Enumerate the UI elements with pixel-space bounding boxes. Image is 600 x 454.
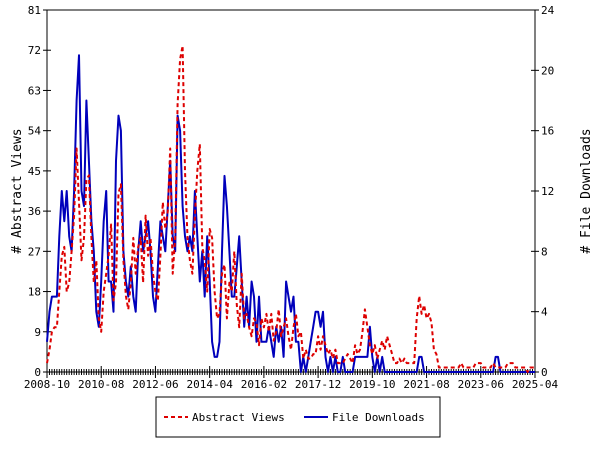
x-tick-label: 2023-06 [458, 378, 504, 391]
legend-label-file-downloads: File Downloads [332, 411, 425, 424]
y-left-tick-label: 27 [28, 245, 41, 258]
y-right-tick-label: 4 [541, 306, 548, 319]
y-right-tick-label: 8 [541, 245, 548, 258]
y-left-tick-label: 36 [28, 205, 41, 218]
y-right-tick-label: 24 [541, 4, 555, 17]
x-tick-label: 2016-02 [241, 378, 287, 391]
x-tick-label: 2008-10 [24, 378, 70, 391]
y-axis-right-label: # File Downloads [579, 128, 594, 253]
y-left-tick-label: 72 [28, 44, 41, 57]
y-axis-left-label: # Abstract Views [10, 128, 25, 253]
series-line-file-downloads [46, 54, 535, 373]
x-tick-label: 2012-06 [132, 378, 178, 391]
y-left-tick-label: 9 [34, 326, 41, 339]
x-tick-label: 2017-12 [295, 378, 341, 391]
legend: Abstract Views File Downloads [155, 396, 441, 438]
y-right-tick-label: 16 [541, 125, 554, 138]
legend-box [155, 396, 441, 438]
x-tick-label: 2025-04 [512, 378, 559, 391]
x-tick-label: 2014-04 [186, 378, 233, 391]
x-tick-label: 2021-08 [403, 378, 449, 391]
y-left-tick-label: 45 [28, 165, 41, 178]
y-left-tick-label: 63 [28, 84, 41, 97]
y-right-tick-label: 20 [541, 64, 554, 77]
series-line-abstract-views [46, 44, 535, 373]
x-tick-label: 2010-08 [78, 378, 124, 391]
y-left-tick-label: 0 [34, 366, 41, 379]
y-right-tick-label: 12 [541, 185, 554, 198]
y-left-tick-label: 18 [28, 286, 41, 299]
y-left-tick-label: 81 [28, 4, 41, 17]
y-left-tick-label: 54 [28, 125, 42, 138]
y-right-tick-label: 0 [541, 366, 548, 379]
legend-label-abstract-views: Abstract Views [192, 411, 285, 424]
x-tick-label: 2019-10 [349, 378, 395, 391]
